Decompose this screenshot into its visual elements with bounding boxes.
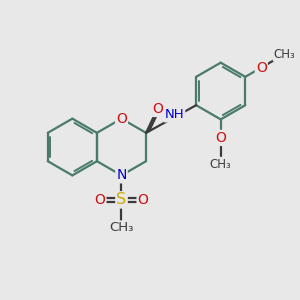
Text: O: O	[256, 61, 267, 75]
Text: CH₃: CH₃	[274, 48, 296, 61]
Text: O: O	[116, 112, 127, 126]
Text: CH₃: CH₃	[109, 221, 134, 234]
Text: O: O	[152, 102, 163, 116]
Text: N: N	[116, 168, 127, 182]
Text: CH₃: CH₃	[210, 158, 232, 171]
Text: O: O	[215, 131, 226, 145]
Text: NH: NH	[165, 108, 184, 122]
Text: S: S	[116, 192, 127, 207]
Text: O: O	[138, 193, 148, 207]
Text: O: O	[94, 193, 105, 207]
